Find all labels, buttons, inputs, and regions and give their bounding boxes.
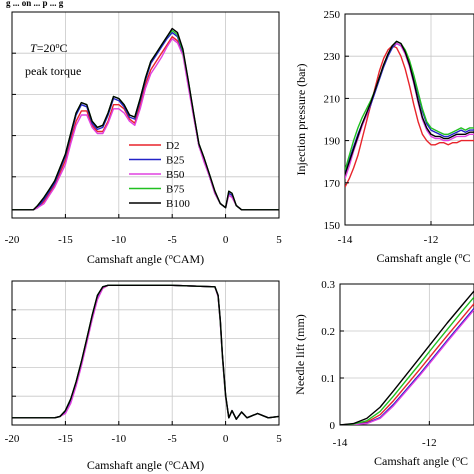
- series-group: [12, 284, 279, 420]
- x-tick-label: 0: [223, 433, 229, 445]
- x-axis-label: Camshaft angle (oCAM): [87, 458, 204, 473]
- panel-needle-lift-bottom-right: -14 -12 0 0.1 0.2 0.3 Camshaft angle (oC Needle…: [293, 279, 474, 468]
- gridlines: [339, 283, 474, 426]
- plot-frame: [11, 11, 280, 219]
- x-tick-label: -10: [111, 234, 126, 246]
- legend-label-b100: B100: [166, 198, 190, 210]
- series-line-b75: [340, 296, 474, 425]
- x-tick-label: -15: [58, 234, 73, 246]
- figure-header-fragment: g ... on ... p ... g: [6, 0, 64, 8]
- y-tick-label: 230: [324, 51, 341, 63]
- legend-label-d2: D2: [166, 140, 179, 152]
- series-line-b100: [12, 27, 279, 211]
- series-group: [12, 27, 279, 211]
- panel-injection-rate-top-left: -20 -15 -10 -5 0 5 Camshaft angle (oCAM) T=20oC…: [5, 11, 282, 267]
- y-tick-label: 0: [330, 420, 336, 432]
- y-tick-label: 190: [324, 136, 341, 148]
- x-tick-label: -5: [168, 433, 178, 445]
- x-tick-label: 0: [223, 234, 229, 246]
- legend-label-b50: B50: [166, 169, 185, 181]
- plot-frame: [339, 283, 474, 426]
- y-tick-label: 0.2: [321, 326, 335, 338]
- y-tick-label: 0.1: [321, 373, 335, 385]
- x-axis-label: Camshaft angle (oC: [377, 251, 471, 266]
- x-tick-label: 5: [276, 433, 282, 445]
- x-tick-label: -5: [168, 234, 178, 246]
- series-line-d2: [340, 303, 474, 425]
- y-axis-label: Needle lift (mm): [293, 314, 307, 395]
- series-line-b75: [12, 29, 279, 211]
- series-line-b25: [12, 284, 279, 420]
- x-tick-label: -10: [111, 433, 126, 445]
- x-tick-label: -14: [333, 437, 348, 449]
- series-line-b75: [345, 40, 474, 171]
- legend-label-b25: B25: [166, 155, 185, 167]
- x-tick-label: -20: [5, 433, 20, 445]
- series-line-b75: [12, 284, 279, 420]
- x-axis-label: Camshaft angle (oC: [374, 454, 468, 469]
- x-tick-label: -15: [58, 433, 73, 445]
- legend-label-b75: B75: [166, 184, 185, 196]
- series-line-d2: [345, 45, 474, 188]
- gridlines: [11, 281, 280, 425]
- y-tick-label: 150: [324, 220, 341, 232]
- x-tick-label: -20: [5, 234, 20, 246]
- y-tick-label: 250: [324, 9, 341, 21]
- series-line-b100: [340, 290, 474, 425]
- x-axis-label: Camshaft angle (oCAM): [87, 252, 204, 267]
- series-line-b50: [12, 284, 279, 420]
- x-tick-label: -12: [422, 437, 437, 449]
- series-group: [345, 40, 474, 188]
- panel-injection-pressure-top-right: -14 -12 150 170 190 210 230 250 Camshaft angle (…: [294, 9, 474, 265]
- annotation-peak-torque: peak torque: [25, 64, 81, 78]
- y-axis-label: Injection pressure (bar): [294, 64, 308, 176]
- series-line-b25: [340, 307, 474, 425]
- panel-needle-signal-bottom-left: -20 -15 -10 -5 0 5 Camshaft angle (oCAM): [5, 280, 282, 473]
- legend: D2 B25 B50 B75 B100: [129, 140, 190, 210]
- annotation-temperature: T=20oC: [30, 41, 67, 56]
- plot-frame: [11, 280, 280, 426]
- x-tick-label: -14: [338, 234, 353, 246]
- x-tick-label: 5: [276, 234, 282, 246]
- y-tick-label: 210: [324, 93, 341, 105]
- series-line-b100: [345, 40, 474, 175]
- series-line-d2: [12, 284, 279, 420]
- plot-frame: [344, 13, 474, 226]
- y-tick-label: 0.3: [321, 279, 335, 291]
- series-line-b50: [340, 309, 474, 425]
- x-tick-label: -12: [424, 234, 439, 246]
- y-tick-label: 170: [324, 178, 341, 190]
- series-group: [340, 290, 474, 425]
- series-line-b25: [12, 31, 279, 211]
- series-line-b100: [12, 284, 279, 420]
